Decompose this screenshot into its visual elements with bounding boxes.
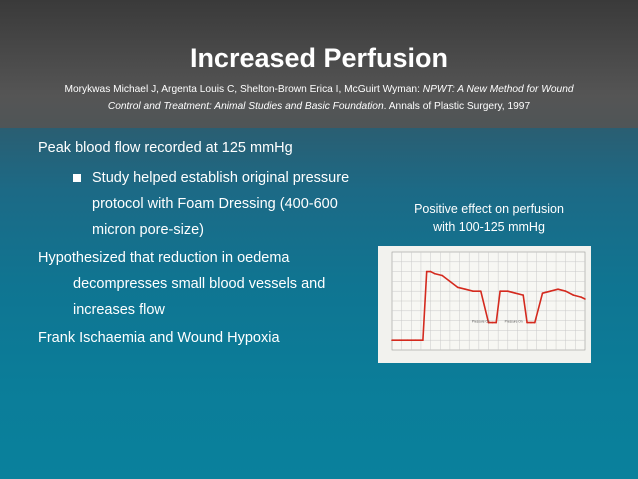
chart-caption-line-2: with 100-125 mmHg bbox=[433, 220, 545, 234]
point-2-cont-1: decompresses small blood vessels and bbox=[73, 276, 326, 292]
chart-data-point bbox=[522, 294, 524, 296]
chart-data-point bbox=[429, 270, 432, 273]
chart-data-point bbox=[549, 290, 552, 292]
chart-data-point bbox=[414, 339, 416, 341]
chart-data-point bbox=[406, 339, 409, 341]
chart-data-point bbox=[441, 274, 443, 277]
chart-data-point bbox=[472, 290, 474, 292]
chart-data-point bbox=[572, 294, 575, 296]
chart-caption: Positive effect on perfusion with 100-12… bbox=[382, 200, 596, 236]
chart-data-point bbox=[580, 296, 582, 298]
perfusion-chart-svg: Pressure On Pressure On bbox=[391, 251, 586, 351]
citation-paper-title-cont: Control and Treatment: Animal Studies an… bbox=[107, 101, 384, 112]
chart-data-point bbox=[398, 339, 401, 341]
chart-data-point bbox=[584, 298, 586, 300]
chart-data-point bbox=[507, 290, 509, 292]
sub-point-1-cont-1: protocol with Foam Dressing (400-600 bbox=[92, 196, 338, 212]
chart-data-point bbox=[425, 270, 428, 273]
point-2-cont-2: increases flow bbox=[73, 302, 165, 318]
point-2: Hypothesized that reduction in oedema bbox=[38, 250, 290, 266]
chart-data-point bbox=[491, 321, 494, 324]
point-1: Peak blood flow recorded at 125 mmHg bbox=[38, 140, 293, 156]
chart-annotation: Pressure On bbox=[472, 320, 490, 324]
chart-data-point bbox=[449, 280, 451, 283]
chart-data-point bbox=[464, 288, 467, 290]
citation-authors: Morykwas Michael J, Argenta Louis C, She… bbox=[64, 84, 420, 95]
chart-data-point bbox=[391, 339, 393, 341]
chart-caption-line-1: Positive effect on perfusion bbox=[414, 202, 564, 216]
chart-data-point bbox=[487, 321, 490, 324]
chart-data-point bbox=[433, 272, 436, 275]
chart-data-point bbox=[541, 292, 544, 294]
chart-data-point bbox=[514, 292, 517, 294]
chart-data-point bbox=[480, 290, 482, 292]
chart-data-point bbox=[499, 290, 501, 292]
slide-title: Increased Perfusion bbox=[189, 43, 449, 73]
chart-data-point bbox=[564, 290, 567, 292]
perfusion-chart: Pressure On Pressure On bbox=[378, 246, 591, 363]
point-3: Frank Ischaemia and Wound Hypoxia bbox=[38, 330, 280, 346]
citation-paper-title: NPWT: A New Method for Wound bbox=[422, 84, 574, 95]
chart-data-point bbox=[534, 321, 536, 324]
chart-annotation: Pressure On bbox=[505, 320, 523, 324]
sub-point-1-cont-2: micron pore-size) bbox=[92, 222, 204, 238]
chart-data-point bbox=[557, 288, 559, 290]
citation: Morykwas Michael J, Argenta Louis C, She… bbox=[28, 81, 610, 115]
chart-data-point bbox=[456, 286, 459, 289]
chart-data-point bbox=[422, 339, 424, 341]
header-band bbox=[0, 0, 638, 128]
citation-journal: . Annals of Plastic Surgery, 1997 bbox=[383, 101, 531, 112]
sub-point-1: Study helped establish original pressure bbox=[92, 170, 350, 186]
chart-data-point bbox=[495, 321, 497, 324]
chart-data-point bbox=[526, 321, 528, 324]
chart-data-point bbox=[530, 321, 532, 324]
bullet-square-icon bbox=[73, 174, 81, 182]
